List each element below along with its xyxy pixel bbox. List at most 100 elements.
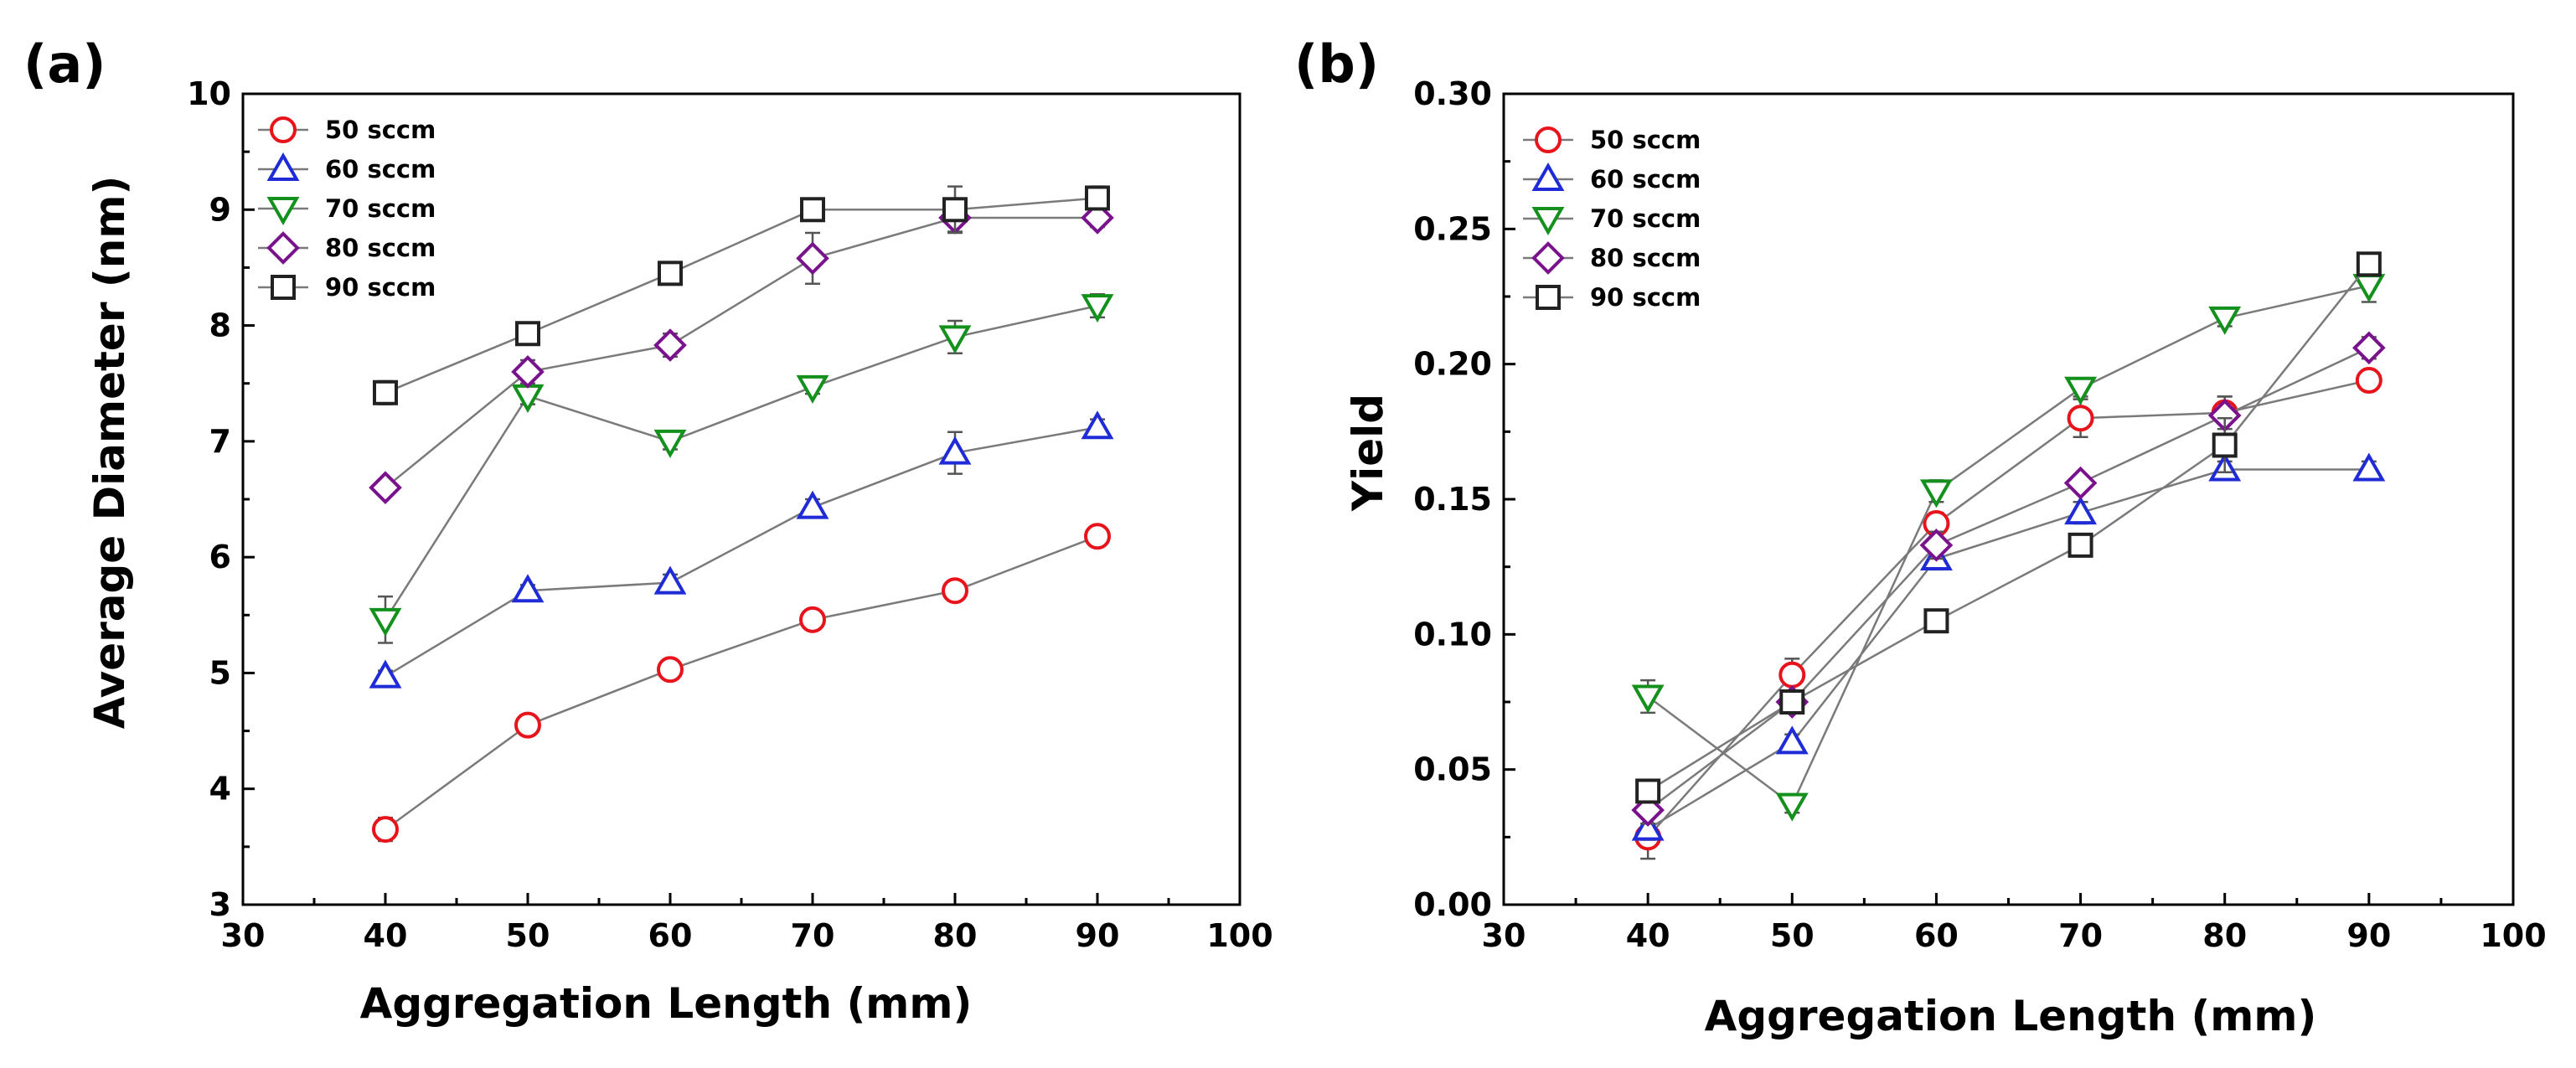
x-tick-label-b: 40 [1626,917,1670,954]
series-70-sccm-b [1631,268,2386,822]
legend-label: 70 sccm [325,194,436,223]
legend-marker [1531,207,1565,236]
x-tick-label-b: 90 [2346,917,2391,954]
legend-label: 90 sccm [1590,283,1701,312]
legend-label: 60 sccm [325,155,436,183]
legend-label: 80 sccm [1590,244,1701,272]
data-point [799,606,826,633]
data-point [2064,496,2098,525]
series-line [385,426,1098,678]
panel-a: (a) Average Diameter (nm) Aggregation Le… [23,34,1273,1028]
data-point [511,355,545,389]
y-axis-title-b: Yield [1344,394,1392,512]
y-tick-label-a: 4 [209,771,231,807]
data-point [1081,410,1114,440]
y-tick-label-a: 7 [209,423,231,460]
data-point [653,565,687,595]
data-point [373,379,398,405]
data-point [515,321,540,347]
data-point [2208,306,2242,335]
x-tick-label-b: 100 [2480,917,2546,954]
data-point [1631,812,1665,841]
legend-marker [266,197,300,226]
series-line [385,197,1098,394]
series-line [385,535,1098,831]
data-point [369,607,402,637]
data-point [369,471,402,504]
data-point [653,328,687,362]
data-point [938,436,972,465]
y-tick-label-a: 3 [209,886,231,923]
data-point [653,429,687,458]
y-tick-label-a: 5 [209,654,231,691]
data-point [800,197,825,223]
data-point [2352,452,2386,482]
data-point [796,490,829,519]
data-point [1635,778,1661,804]
data-point [2352,331,2386,365]
data-point [1084,523,1111,550]
x-tick-label-b: 30 [1482,917,1526,954]
legend-marker [1531,241,1565,275]
legend-label: 90 sccm [325,273,436,302]
data-point [1919,479,1953,508]
x-tick-label-a: 60 [648,917,693,954]
y-tick-label-b: 0.20 [1413,346,1492,383]
data-point [1081,201,1114,235]
legend-marker [270,116,297,143]
legend-marker [1536,285,1561,310]
data-point [1775,725,1809,755]
data-point [658,261,683,286]
data-point [511,574,545,603]
x-tick-label-a: 90 [1076,917,1120,954]
series-90-sccm-b [1635,251,2382,804]
data-point [369,659,402,689]
data-point [942,577,968,605]
legend-label: 60 sccm [1590,165,1701,193]
y-tick-label-b: 0.30 [1413,75,1492,112]
data-point [514,711,541,739]
series-50-sccm-a [372,523,1111,844]
y-tick-label-b: 0.15 [1413,481,1492,518]
series-line [1647,284,2370,807]
legend-marker [1531,162,1565,191]
x-axis-title-a: Aggregation Length (mm) [360,979,973,1028]
data-point [2064,376,2098,405]
y-tick-label-b: 0.00 [1413,886,1492,923]
data-point [2355,367,2382,395]
data-point [942,197,968,223]
legend-label: 80 sccm [325,234,436,262]
data-point [938,325,972,354]
y-tick-label-a: 9 [209,191,231,228]
data-point [2063,466,2098,500]
y-tick-label-a: 6 [209,539,231,575]
legend-marker [266,231,300,265]
x-tick-label-a: 40 [364,917,408,954]
legend-marker [266,152,300,181]
legend-marker [271,275,296,300]
data-point [796,241,829,276]
data-point [1775,792,1809,822]
panel-b: (b) Yield Aggregation Length (mm) 30 40 50… [1294,34,2547,1040]
series-line [1647,263,2370,792]
x-tick-label-a: 100 [1206,917,1273,954]
data-point [2212,432,2238,458]
data-point [1779,689,1805,715]
series-70-sccm-a [369,292,1114,644]
x-tick-label-a: 80 [933,917,978,954]
series-line [1647,379,2370,838]
series-60-sccm-b [1631,452,2386,841]
x-tick-label-b: 50 [1770,917,1815,954]
data-point [1085,185,1110,211]
series-line [384,304,1098,621]
y-tick-label-a: 10 [187,75,231,112]
data-point [657,656,684,684]
legend-label: 50 sccm [325,116,436,144]
panel-label-a: (a) [23,34,106,95]
x-axis-title-b: Aggregation Length (mm) [1705,992,2317,1040]
series-line [385,216,1097,489]
series-60-sccm-a [369,410,1114,689]
data-point [2067,405,2094,432]
legend-b: 50 sccm 60 sccm 70 sccm 80 sccm 90 sccm [1523,126,1701,312]
